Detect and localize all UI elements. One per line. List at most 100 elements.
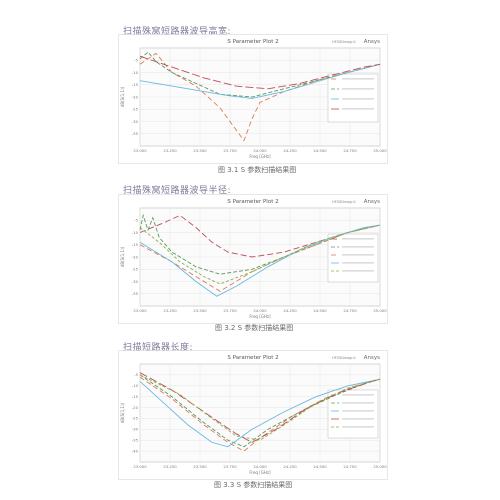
x-tick-label: 25.000 [373, 308, 387, 313]
panel-1-heading: 扫描殊窝短路器波导高宽: [123, 27, 232, 37]
y-tick-label: -15 [132, 82, 139, 87]
s-parameter-chart-1: S Parameter Plot 2 HFSSDesign1 Ansys 23.000… [118, 34, 388, 164]
y-tick-label: -5 [134, 218, 138, 223]
x-tick-label: 24.000 [253, 308, 267, 313]
x-axis-label: Freq [GHz] [249, 314, 271, 319]
x-tick-label: 23.250 [163, 308, 177, 313]
y-tick-label: -20 [132, 405, 139, 410]
x-tick-label: 24.750 [343, 308, 357, 313]
legend-text-placeholder [342, 426, 374, 428]
panel-1-caption: 图 3.1 S 参数扫描结果图 [218, 166, 297, 174]
legend-text-placeholder [342, 78, 374, 80]
legend-text-placeholder [342, 394, 374, 396]
legend-text-placeholder [342, 108, 374, 110]
legend-text-placeholder [342, 418, 374, 420]
y-tick-label: -30 [132, 427, 139, 432]
y-tick-label: -5 [134, 372, 138, 377]
panel-3-heading: 扫描短路器长度: [123, 343, 194, 353]
chart-brand: HFSSDesign1 [332, 356, 356, 360]
chart-title: S Parameter Plot 2 [227, 199, 278, 205]
y-axis-label: dB(S(1,1)) [120, 246, 125, 267]
y-tick-label: -35 [132, 131, 139, 136]
y-tick-label: -25 [132, 107, 139, 112]
x-tick-label: 24.750 [343, 464, 357, 469]
series-line-3 [139, 378, 381, 448]
series-line-2 [139, 374, 381, 448]
x-tick-label: 24.750 [343, 148, 357, 153]
y-tick-label: -25 [132, 267, 139, 272]
series-line-1 [139, 214, 381, 258]
y-tick-label: -20 [132, 254, 139, 259]
x-axis-label: Freq [GHz] [249, 154, 271, 159]
y-tick-label: -10 [132, 230, 139, 235]
series-line-5 [139, 224, 381, 285]
y-tick-label: -40 [132, 448, 139, 453]
y-tick-label: -35 [132, 291, 139, 296]
x-tick-label: 24.250 [283, 464, 297, 469]
chart-title: S Parameter Plot 2 [227, 355, 278, 361]
legend-text-placeholder [342, 238, 374, 240]
legend-text-placeholder [342, 254, 374, 256]
panel-2-heading: 扫描殊窝短路器波导半径: [123, 186, 232, 196]
x-tick-label: 24.000 [253, 148, 267, 153]
y-axis-label: dB(S(1,1)) [120, 402, 125, 423]
ansys-logo: Ansys [364, 39, 380, 45]
y-axis-label: dB(S(1,1)) [120, 86, 125, 107]
y-tick-label: -10 [132, 383, 139, 388]
x-tick-label: 23.250 [163, 148, 177, 153]
x-tick-label: 23.750 [223, 148, 237, 153]
legend-box [327, 389, 379, 439]
x-tick-label: 23.000 [133, 464, 147, 469]
x-tick-label: 25.000 [373, 148, 387, 153]
ansys-logo: Ansys [364, 199, 380, 205]
s-parameter-chart-3: S Parameter Plot 2 HFSSDesign1 Ansys 23.000… [118, 350, 388, 480]
panel-2-caption: 图 3.2 S 参数扫描结果图 [215, 324, 294, 332]
x-tick-label: 23.750 [223, 464, 237, 469]
panel-2: S Parameter Plot 2 HFSSDesign1 Ansys 23.000… [118, 194, 388, 324]
x-tick-label: 24.250 [283, 308, 297, 313]
legend-text-placeholder [342, 88, 374, 90]
y-tick-label: -35 [132, 438, 139, 443]
chart-brand: HFSSDesign1 [332, 40, 356, 44]
series-line-2 [139, 51, 381, 98]
ansys-logo: Ansys [364, 355, 380, 361]
y-tick-label: -15 [132, 242, 139, 247]
y-tick-label: -5 [134, 58, 138, 63]
series-line-3 [139, 63, 381, 99]
panel-3: S Parameter Plot 2 HFSSDesign1 Ansys 23.000… [118, 350, 388, 480]
series-line-5 [139, 374, 381, 441]
x-tick-label: 23.000 [133, 308, 147, 313]
x-axis-label: Freq [GHz] [249, 470, 271, 475]
legend-text-placeholder [342, 410, 374, 412]
legend-text-placeholder [342, 246, 374, 248]
x-tick-label: 24.250 [283, 148, 297, 153]
legend-text-placeholder [342, 270, 374, 272]
panel-3-caption: 图 3.3 S 参数扫描结果图 [214, 481, 293, 489]
series-line-4 [139, 55, 381, 90]
y-tick-label: -30 [132, 279, 139, 284]
series-line-4 [139, 372, 381, 443]
y-tick-label: -30 [132, 119, 139, 124]
y-tick-label: -25 [132, 416, 139, 421]
legend-box [327, 233, 379, 283]
legend-text-placeholder [342, 98, 374, 100]
s-parameter-chart-2: S Parameter Plot 2 HFSSDesign1 Ansys 23.000… [118, 194, 388, 324]
x-tick-label: 23.250 [163, 464, 177, 469]
x-tick-label: 23.500 [193, 464, 207, 469]
x-tick-label: 24.500 [313, 308, 327, 313]
x-tick-label: 24.500 [313, 464, 327, 469]
y-tick-label: -10 [132, 70, 139, 75]
legend-text-placeholder [342, 402, 374, 404]
legend-text-placeholder [342, 262, 374, 264]
x-tick-label: 23.000 [133, 148, 147, 153]
chart-brand: HFSSDesign1 [332, 200, 356, 204]
series-line-3 [139, 224, 381, 292]
y-tick-label: -15 [132, 394, 139, 399]
x-tick-label: 23.500 [193, 308, 207, 313]
x-tick-label: 23.500 [193, 148, 207, 153]
panel-1: S Parameter Plot 2 HFSSDesign1 Ansys 23.000… [118, 34, 388, 164]
y-tick-label: -20 [132, 94, 139, 99]
chart-title: S Parameter Plot 2 [227, 39, 278, 45]
x-tick-label: 24.500 [313, 148, 327, 153]
x-tick-label: 23.750 [223, 308, 237, 313]
